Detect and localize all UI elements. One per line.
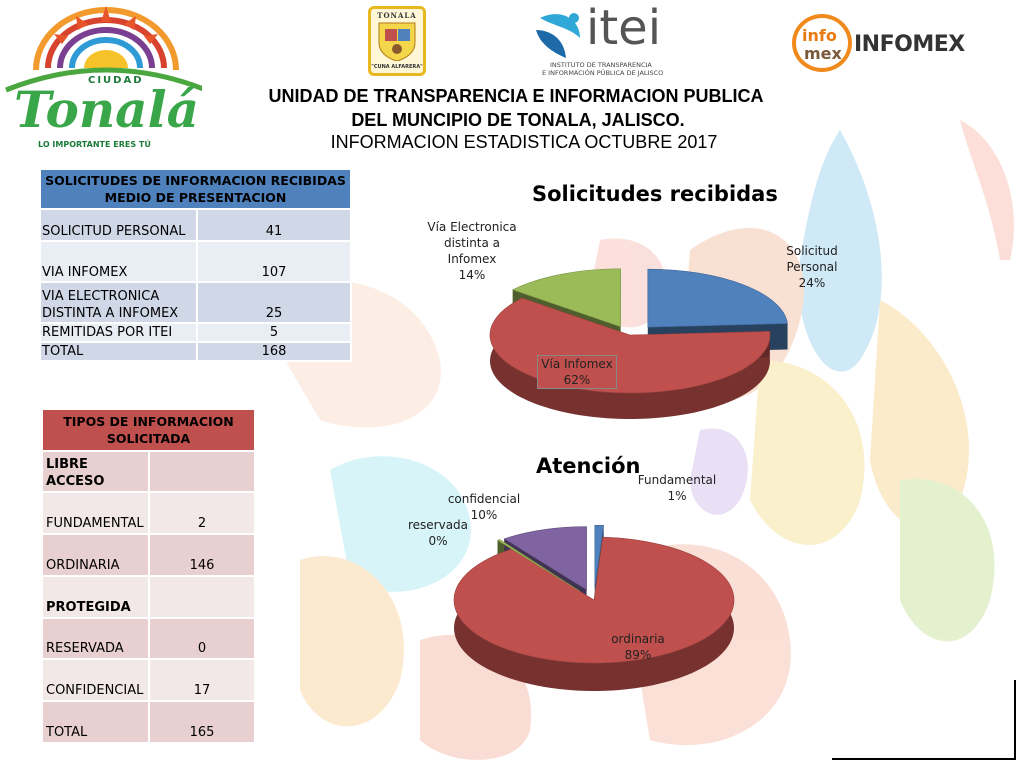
label-line: Fundamental [637,473,717,487]
row-value: 146 [148,533,256,577]
row-value: 165 [148,700,256,744]
row-label: VIA INFOMEX [39,240,198,283]
tipos-table: TIPOS DE INFORMACION SOLICITADA LIBRE AC… [41,408,256,744]
label-line: 10% [470,508,498,522]
seal-bottom-text: "CUNA ALFARERA" [371,64,423,70]
table-row: ORDINARIA 146 [41,533,256,577]
tonala-seal-logo: TONALA "CUNA ALFARERA" [368,6,426,76]
row-value: 168 [196,341,352,362]
infomex-bubble [792,14,852,72]
tipos-table-header: TIPOS DE INFORMACION SOLICITADA [41,408,256,452]
tonala-sun-icon [5,6,207,93]
table-row: CONFIDENCIAL 17 [41,658,256,702]
report-title-line-2: DEL MUNCIPIO DE TONALA, JALISCO. [351,110,685,130]
label-line: confidencial [447,492,521,506]
corner-frame [832,680,1016,760]
infomex-wordmark: INFOMEX [854,32,965,57]
slice-label-electronica: Vía Electronica distinta a Infomex 14% [422,219,522,283]
slice-label-reservada: reservada 0% [404,517,472,549]
label-line: Personal [786,260,838,274]
slice-label-ordinaria: ordinaria 89% [600,631,676,663]
row-label: TOTAL [41,700,150,744]
label-line: ordinaria [611,632,665,646]
row-label: REMITIDAS POR ITEI [39,322,198,343]
label-line: 1% [667,489,687,503]
label-line: 62% [563,373,591,387]
seal-top-text: TONALA [377,11,417,20]
solicitudes-table-header: SOLICITUDES DE INFORMACION RECIBIDAS MED… [39,168,352,210]
chart-title-solicitudes: Solicitudes recibidas [532,182,778,206]
label-line: Solicitud [786,244,838,258]
label-line: distinta a [443,236,501,250]
table-row: VIA INFOMEX 107 [39,240,352,283]
label-line: Vía Infomex [541,357,613,371]
row-value [148,575,256,619]
pie-slice-confidencial [503,526,587,591]
tonala-tagline: LO IMPORTANTE ERES TÚ [38,140,151,149]
itei-subtitle-1: INSTITUTO DE TRANSPARENCIA [550,61,652,69]
itei-logo: itei INSTITUTO DE TRANSPARENCIA E INFORM… [530,0,680,78]
row-label: FUNDAMENTAL [41,491,150,535]
row-label: VIA ELECTRONICA DISTINTA A INFOMEX [39,281,198,324]
row-value: 5 [196,322,352,343]
label-line: 14% [458,268,486,282]
slice-label-personal: Solicitud Personal 24% [776,243,848,291]
row-value: 41 [196,208,352,242]
row-value: 2 [148,491,256,535]
row-label: RESERVADA [41,617,150,660]
row-label: LIBRE ACCESO [41,450,150,493]
chart-title-atencion: Atención [536,454,641,478]
row-value: 17 [148,658,256,702]
label-line: 0% [428,534,448,548]
tonala-logo: CIUDAD Tonalá LO IMPORTANTE ERES TÚ [2,2,207,154]
slice-label-confidencial: confidencial 10% [441,491,527,523]
tonala-city-label: CIUDAD [88,75,144,86]
table-row: REMITIDAS POR ITEI 5 [39,322,352,343]
row-label: SOLICITUD PERSONAL [39,208,198,242]
report-subtitle: INFORMACION ESTADISTICA OCTUBRE 2017 [330,132,718,152]
table-row: PROTEGIDA [41,575,256,619]
solicitudes-table: SOLICITUDES DE INFORMACION RECIBIDAS MED… [39,168,352,362]
infomex-bubble-text-1: info [802,26,837,45]
row-label: PROTEGIDA [41,575,150,619]
pie-slice-solicitud-personal [647,268,788,328]
table-row: FUNDAMENTAL 2 [41,491,256,535]
pie-slice-ordinaria [453,536,735,664]
infomex-bubble-text-2: mex [804,44,842,63]
label-line: 89% [624,648,652,662]
slice-label-fundamental: Fundamental 1% [633,472,721,504]
row-value: 0 [148,617,256,660]
row-label: CONFIDENCIAL [41,658,150,702]
itei-subtitle-2: E INFORMACIÓN PÚBLICA DE JALISCO [542,69,664,77]
label-line: reservada [407,518,469,532]
row-value: 107 [196,240,352,283]
infomex-logo: info mex INFOMEX [790,14,980,76]
table-row: RESERVADA 0 [41,617,256,660]
pie-slice-v-a-electronica-distinta-a-infomex [511,268,621,328]
label-line: Vía Electronica [427,220,517,234]
label-line: 24% [798,276,826,290]
pie-slice-fundamental [594,525,604,589]
tonala-wordmark: Tonalá [14,80,199,139]
slice-label-infomex: Vía Infomex 62% [537,355,617,389]
table-row: VIA ELECTRONICA DISTINTA A INFOMEX 25 [39,281,352,324]
itei-wordmark: itei [586,0,662,56]
table-row: SOLICITUD PERSONAL 41 [39,208,352,242]
seal-shield-icon [378,22,416,61]
report-title-line-1: UNIDAD DE TRANSPARENCIA E INFORMACION PU… [268,86,764,106]
table-row: TOTAL 168 [39,341,352,362]
row-value [148,450,256,493]
row-value: 25 [196,281,352,324]
itei-leaf-icon [536,13,580,58]
pie-slice-reservada [496,539,581,592]
table-row: LIBRE ACCESO [41,450,256,493]
row-label: TOTAL [39,341,198,362]
table-row: TOTAL 165 [41,700,256,744]
row-label: ORDINARIA [41,533,150,577]
label-line: Infomex [447,252,497,266]
